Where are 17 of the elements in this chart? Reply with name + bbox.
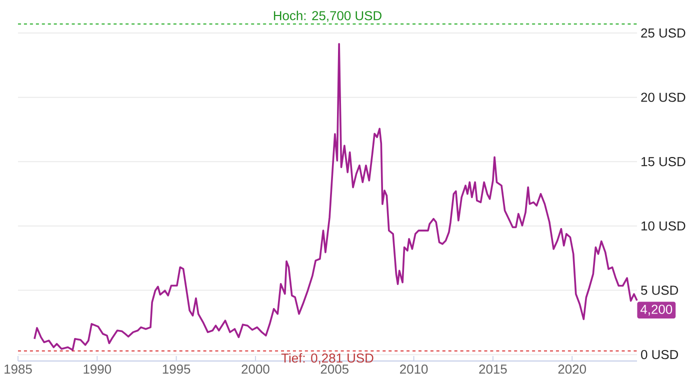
x-tick-label: 2020 xyxy=(558,364,586,374)
x-tick-label: 2005 xyxy=(320,364,348,374)
ref-line-label: Hoch: 25,700 USD xyxy=(274,10,382,22)
y-tick-label: 25 USD xyxy=(641,28,686,38)
x-tick-label: 1985 xyxy=(4,364,32,374)
y-tick-label: 20 USD xyxy=(641,92,686,102)
x-tick-label: 1995 xyxy=(162,364,190,374)
y-tick-label: 10 USD xyxy=(642,221,686,231)
y-tick-label: 15 USD xyxy=(642,157,686,166)
y-tick-label: 5 USD xyxy=(641,286,678,295)
x-tick-label: 2015 xyxy=(479,364,507,374)
x-tick-label: 2000 xyxy=(242,364,270,374)
x-tick-label: 1990 xyxy=(84,364,112,374)
ref-line-label: Tief: 0,281 USD xyxy=(281,353,374,364)
annotation: 4,200 xyxy=(640,304,672,316)
y-tick-label: 0 USD xyxy=(641,350,678,360)
x-tick-label: 2010 xyxy=(400,364,428,374)
